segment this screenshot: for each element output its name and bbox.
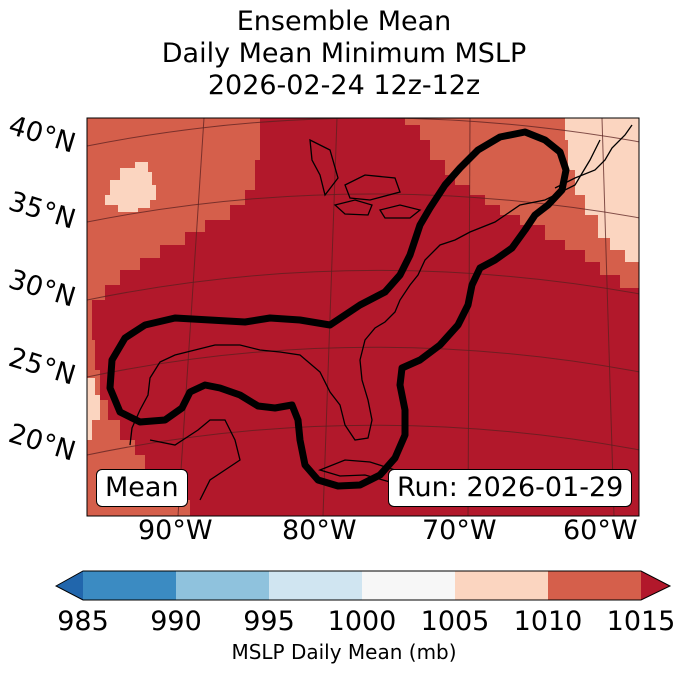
grid-lon-80 [322, 118, 338, 516]
stat-label-box: Mean [96, 469, 188, 507]
lon-label-90: 90°W [138, 515, 213, 546]
pressure-field-low-west [105, 162, 156, 212]
lon-label-60: 60°W [563, 515, 638, 546]
grid-lat-40 [87, 118, 639, 147]
grid-lon-70 [467, 118, 471, 516]
run-label-box: Run: 2026-01-29 [388, 469, 633, 507]
coastline-us-east [129, 139, 601, 446]
colorbar-tick-label: 990 [150, 606, 202, 637]
colorbar-tick-label: 1005 [420, 606, 490, 637]
colorbar-over-extension [641, 571, 670, 600]
colorbar-segment [176, 571, 270, 600]
colorbar-tick-label: 1000 [327, 606, 397, 637]
coastline-yucatan [149, 419, 241, 501]
contour-1015 [106, 128, 570, 490]
lon-label-70: 70°W [422, 515, 497, 546]
grid-lat-30 [87, 269, 639, 301]
coastline-great-lakes [309, 138, 422, 219]
grid-lon-60 [601, 118, 615, 516]
colorbar-tick-label: 1010 [513, 606, 583, 637]
colorbar-segment [548, 571, 642, 600]
colorbar-tick-label: 985 [57, 606, 109, 637]
map-frame [86, 117, 640, 517]
title-line-2: Daily Mean Minimum MSLP [161, 38, 527, 69]
colorbar-segment [83, 571, 177, 600]
pressure-field-low-northeast [565, 118, 639, 262]
colorbar-segment [362, 571, 456, 600]
title-line-1: Ensemble Mean [236, 6, 452, 37]
grid-lat-25 [87, 346, 639, 378]
lon-label-80: 80°W [282, 515, 357, 546]
pressure-field-low-westedge [87, 378, 100, 440]
colorbar-tick-label: 1015 [606, 606, 676, 637]
colorbar-label: MSLP Daily Mean (mb) [231, 640, 457, 664]
title-line-3: 2026-02-24 12z-12z [207, 70, 481, 101]
colorbar-under-extension [56, 571, 83, 600]
colorbar [54, 570, 672, 601]
colorbar-tick-label: 995 [243, 606, 295, 637]
colorbar-segment [269, 571, 363, 600]
grid-lat-20 [87, 424, 639, 456]
map-panel [86, 117, 640, 517]
colorbar-outline [54, 570, 672, 601]
grid-lat-35 [87, 193, 639, 223]
colorbar-segment [455, 571, 549, 600]
coastline-nova-scotia [554, 124, 633, 189]
